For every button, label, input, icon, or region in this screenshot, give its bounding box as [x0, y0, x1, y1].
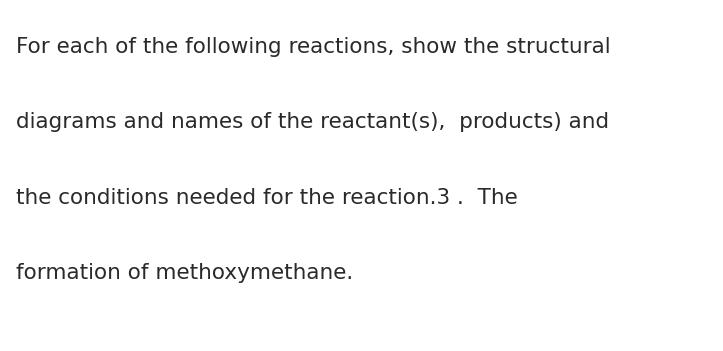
Text: diagrams and names of the reactant(s),  products) and: diagrams and names of the reactant(s), p… — [16, 112, 609, 132]
Text: For each of the following reactions, show the structural: For each of the following reactions, sho… — [16, 37, 610, 57]
Text: the conditions needed for the reaction.3 .  The: the conditions needed for the reaction.3… — [16, 188, 518, 208]
Text: formation of methoxymethane.: formation of methoxymethane. — [16, 263, 353, 283]
